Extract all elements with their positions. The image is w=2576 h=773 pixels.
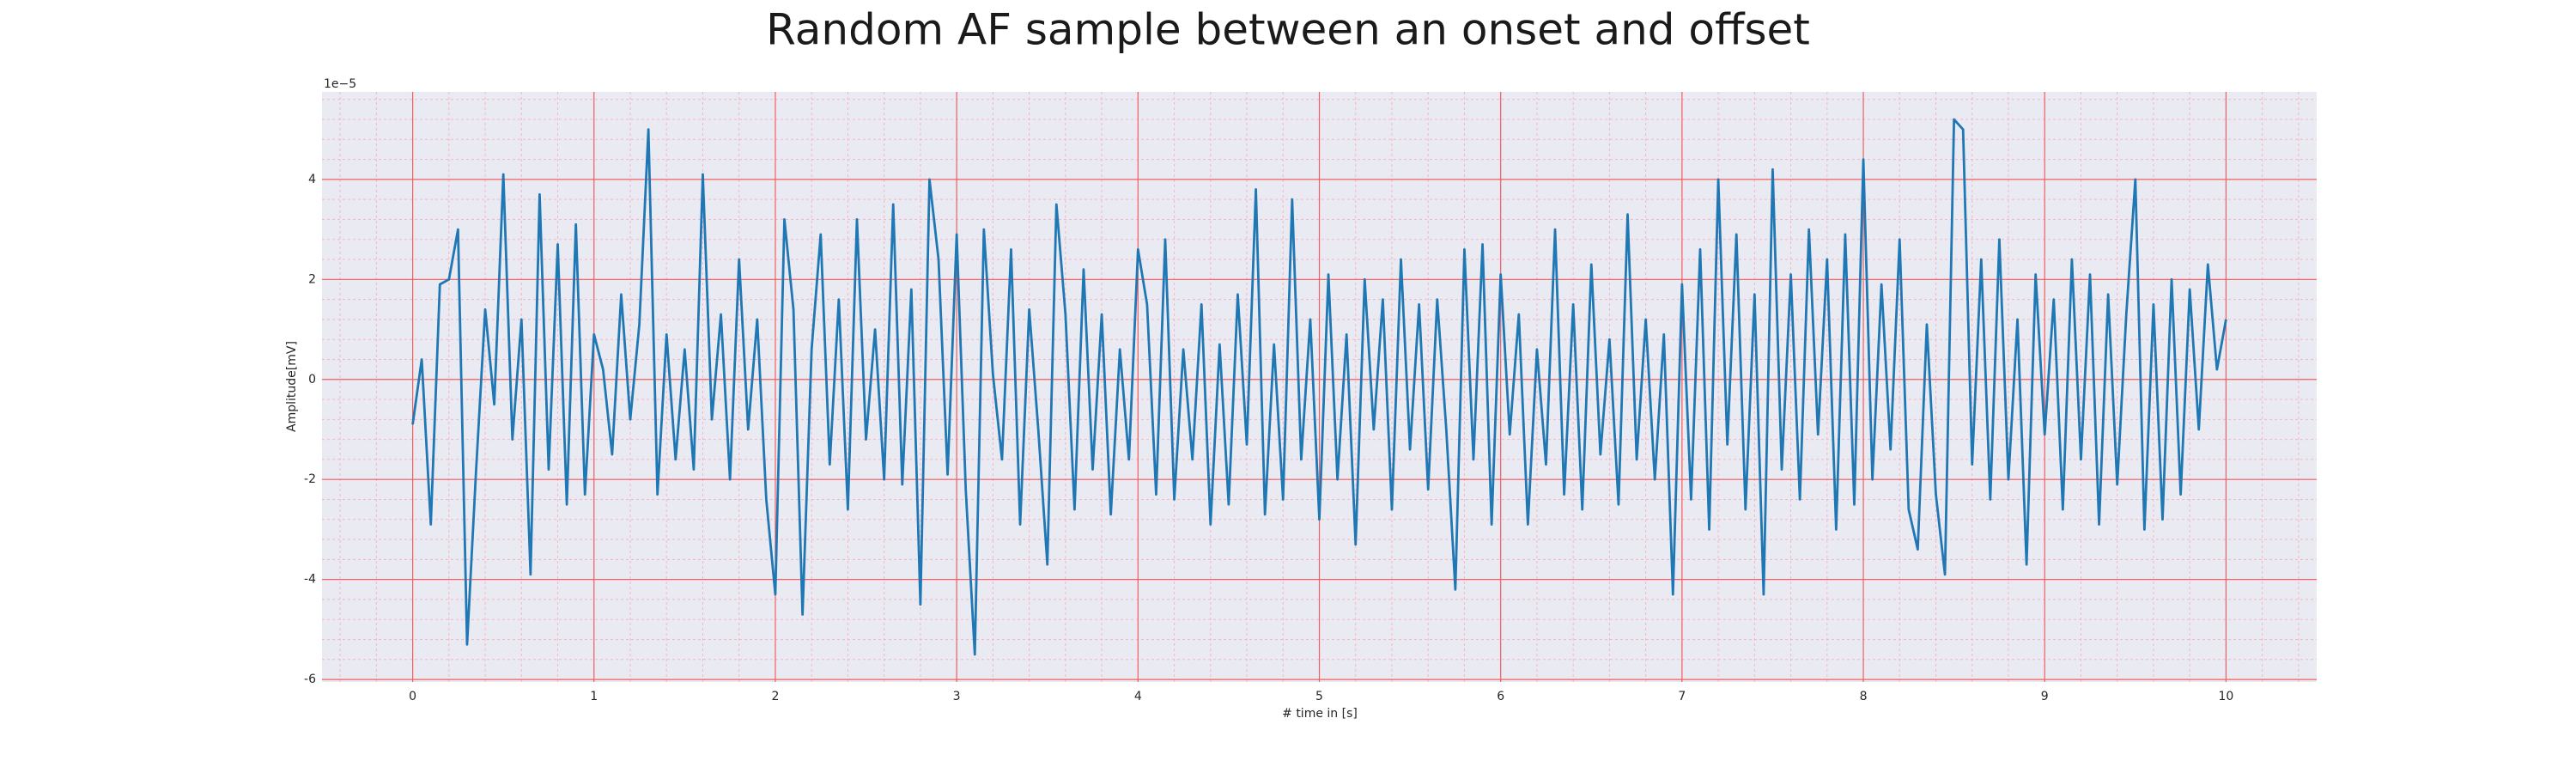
labels: 0 1 2 3 4 5 6 7 8 9 10 -6 -4 -2 0 2 4: [304, 173, 2233, 703]
x-tick-label: 10: [2218, 690, 2233, 703]
y-axis-label: Amplitude[mV]: [285, 341, 299, 432]
x-tick-label: 6: [1497, 690, 1504, 703]
y-offset-label: 1e−5: [324, 77, 356, 91]
x-axis-label: # time in [s]: [1282, 707, 1358, 721]
y-tick-label: 2: [308, 272, 316, 286]
data-line: [411, 118, 2227, 656]
x-tick-label: 9: [2041, 690, 2049, 703]
x-tick-label: 5: [1315, 690, 1323, 703]
chart-title: Random AF sample between an onset and of…: [766, 5, 1810, 55]
x-tick-label: 1: [590, 690, 598, 703]
y-tick-label: -2: [304, 472, 316, 486]
marks: [411, 118, 2227, 656]
x-tick-label: 2: [771, 690, 779, 703]
y-tick-label: -6: [304, 673, 316, 686]
x-tick-label: 4: [1134, 690, 1142, 703]
x-tick-label: 8: [1860, 690, 1868, 703]
grid: [322, 92, 2317, 682]
y-tick-label: -4: [304, 573, 316, 587]
y-tick-label: 0: [308, 373, 316, 386]
x-tick-label: 3: [953, 690, 961, 703]
x-tick-label: 7: [1678, 690, 1686, 703]
x-tick-label: 0: [409, 690, 416, 703]
y-tick-label: 4: [308, 173, 316, 186]
